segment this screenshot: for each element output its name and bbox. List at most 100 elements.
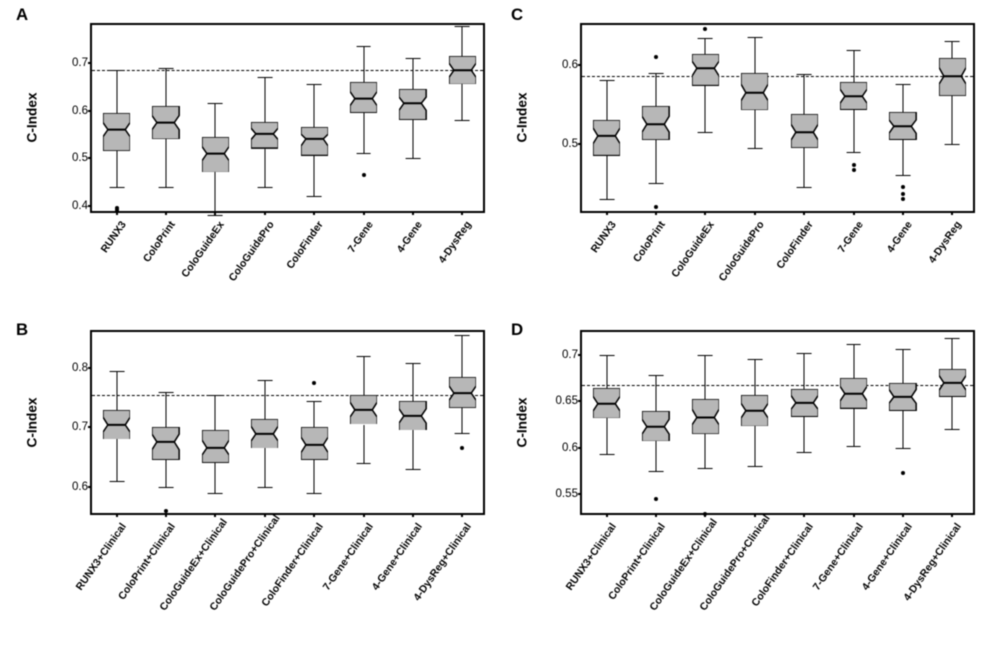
- cap-upper: [896, 349, 911, 350]
- boxplot: [350, 25, 377, 211]
- cap-upper: [896, 84, 911, 85]
- whisker-upper: [314, 84, 315, 127]
- panel-label-a: A: [16, 5, 28, 25]
- cap-lower: [406, 158, 421, 159]
- boxplot: [791, 25, 818, 211]
- y-axis-label: C-Index: [25, 78, 40, 158]
- whisker-upper: [412, 58, 413, 89]
- cap-upper: [698, 355, 713, 356]
- cap-lower: [945, 429, 960, 430]
- cap-lower: [356, 463, 371, 464]
- cap-lower: [159, 187, 174, 188]
- boxplot: [103, 25, 130, 211]
- xtick-mark: [803, 211, 805, 215]
- boxplot: [202, 332, 229, 513]
- cap-lower: [109, 187, 124, 188]
- cap-lower: [797, 452, 812, 453]
- cap-lower: [307, 493, 322, 494]
- whisker-lower: [215, 172, 216, 215]
- cap-lower: [257, 487, 272, 488]
- outlier-point: [852, 163, 856, 167]
- cap-lower: [109, 481, 124, 482]
- ytick-label: 0.5: [562, 138, 578, 150]
- plot-area-a: 0.40.50.60.7: [90, 23, 485, 213]
- box-body: [741, 395, 768, 426]
- cap-lower: [698, 132, 713, 133]
- cap-lower: [307, 196, 322, 197]
- ytick-mark: [578, 143, 582, 145]
- box-body: [642, 106, 669, 140]
- boxplot: [301, 25, 328, 211]
- boxplot: [449, 332, 476, 513]
- ytick-label: 0.8: [72, 362, 88, 374]
- boxplot: [399, 25, 426, 211]
- whisker-upper: [902, 349, 903, 383]
- xtick-mark: [606, 513, 608, 517]
- ytick-label: 0.6: [72, 481, 88, 493]
- outlier-point: [703, 27, 707, 31]
- plot-area-c: 0.50.6: [580, 23, 975, 213]
- cap-upper: [109, 371, 124, 372]
- whisker-upper: [166, 68, 167, 106]
- box-body: [152, 106, 179, 139]
- cap-lower: [698, 468, 713, 469]
- ytick-mark: [88, 367, 92, 369]
- cap-upper: [797, 74, 812, 75]
- whisker-lower: [412, 430, 413, 469]
- box-body: [939, 369, 966, 397]
- box-body: [152, 427, 179, 460]
- boxplot: [889, 25, 916, 211]
- whisker-upper: [116, 371, 117, 410]
- cap-lower: [896, 448, 911, 449]
- outlier-point: [460, 446, 464, 450]
- whisker-upper: [952, 41, 953, 58]
- box-body: [251, 419, 278, 449]
- boxplot: [791, 332, 818, 513]
- cap-upper: [649, 73, 664, 74]
- xtick-mark: [264, 513, 266, 517]
- ytick-label: 0.7: [72, 421, 88, 433]
- whisker-upper: [656, 375, 657, 410]
- outlier-point: [852, 168, 856, 172]
- cap-upper: [406, 363, 421, 364]
- box-body: [350, 395, 377, 425]
- whisker-lower: [412, 120, 413, 158]
- whisker-upper: [462, 26, 463, 56]
- box-body: [889, 383, 916, 411]
- box-body: [840, 82, 867, 110]
- cap-lower: [455, 433, 470, 434]
- cap-lower: [599, 199, 614, 200]
- ytick-label: 0.5: [72, 152, 88, 164]
- whisker-lower: [363, 113, 364, 153]
- ytick-mark: [88, 486, 92, 488]
- whisker-lower: [462, 408, 463, 434]
- whisker-lower: [853, 409, 854, 446]
- boxplot: [152, 332, 179, 513]
- figure: A0.40.50.60.7C-IndexRUNX3ColoPrintColoGu…: [0, 0, 1000, 649]
- whisker-lower: [754, 110, 755, 148]
- boxplot: [939, 25, 966, 211]
- cap-lower: [747, 148, 762, 149]
- whisker-upper: [804, 74, 805, 114]
- xtick-mark: [902, 513, 904, 517]
- whisker-upper: [754, 359, 755, 395]
- cap-lower: [797, 187, 812, 188]
- xtick-mark: [655, 513, 657, 517]
- ytick-label: 0.7: [562, 349, 578, 361]
- ytick-mark: [578, 354, 582, 356]
- whisker-lower: [804, 417, 805, 452]
- whisker-upper: [606, 355, 607, 387]
- cap-upper: [747, 359, 762, 360]
- boxplot: [449, 25, 476, 211]
- whisker-upper: [264, 380, 265, 419]
- panel-b: B0.60.70.8C-IndexRUNX3+ClinicalColoPrint…: [10, 320, 495, 640]
- xtick-mark: [853, 513, 855, 517]
- whisker-lower: [314, 156, 315, 196]
- box-body: [399, 401, 426, 431]
- xtick-mark: [313, 211, 315, 215]
- boxplot: [840, 332, 867, 513]
- cap-upper: [599, 355, 614, 356]
- boxplot: [301, 332, 328, 513]
- ytick-label: 0.7: [72, 57, 88, 69]
- whisker-upper: [412, 363, 413, 401]
